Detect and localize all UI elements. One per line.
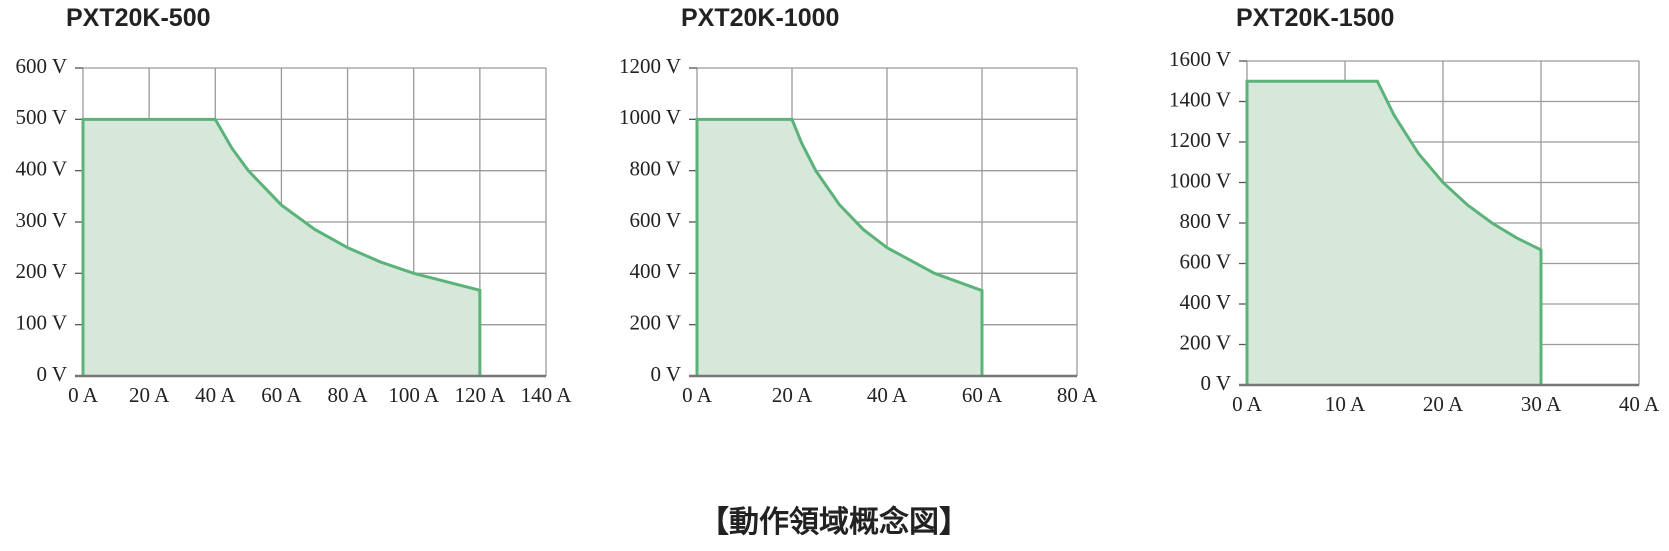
y-tick-label: 800 V [1179, 209, 1231, 233]
x-tick-label: 60 A [962, 383, 1003, 407]
y-tick-label: 0 V [650, 362, 681, 386]
y-tick-label: 100 V [15, 310, 67, 334]
chart-title: PXT20K-1500 [1236, 4, 1394, 32]
x-tick-label: 80 A [1057, 383, 1098, 407]
y-tick-label: 200 V [1179, 330, 1231, 354]
chart: PXT20K-1500 0 V 200 V 400 V 600 V 800 V 1000 V… [1169, 4, 1660, 416]
y-tick-label: 500 V [15, 105, 67, 129]
x-tick-label: 0 A [68, 383, 99, 407]
y-tick-label: 400 V [1179, 290, 1231, 314]
y-tick-label: 600 V [1179, 249, 1231, 273]
y-tick-label: 1200 V [619, 54, 681, 78]
x-tick-label: 140 A [521, 383, 573, 407]
caption: 【動作領域概念図】 [699, 505, 969, 540]
y-tick-label: 0 V [1200, 371, 1231, 395]
y-tick-label: 800 V [629, 156, 681, 180]
chart-title: PXT20K-1000 [681, 4, 839, 32]
y-tick-label: 200 V [629, 310, 681, 334]
x-tick-label: 0 A [682, 383, 713, 407]
y-tick-label: 200 V [15, 259, 67, 283]
chart: PXT20K-500 0 V 100 V 200 V 300 V 400 V 500 V 60… [15, 4, 572, 407]
y-tick-label: 300 V [15, 208, 67, 232]
x-tick-label: 10 A [1325, 392, 1366, 416]
y-tick-label: 400 V [629, 259, 681, 283]
x-tick-label: 20 A [1423, 392, 1464, 416]
y-tick-label: 600 V [629, 208, 681, 232]
y-tick-label: 0 V [36, 362, 67, 386]
chart: PXT20K-1000 0 V 200 V 400 V 600 V 800 V 1000 V… [619, 4, 1098, 407]
x-tick-label: 40 A [867, 383, 908, 407]
x-tick-label: 20 A [772, 383, 813, 407]
x-tick-label: 40 A [195, 383, 236, 407]
x-tick-label: 120 A [454, 383, 506, 407]
y-tick-label: 600 V [15, 54, 67, 78]
y-tick-label: 1000 V [619, 105, 681, 129]
y-tick-label: 1200 V [1169, 128, 1231, 152]
x-tick-label: 20 A [129, 383, 170, 407]
area-fill [1247, 81, 1541, 385]
y-tick-label: 1000 V [1169, 168, 1231, 192]
area-line [1245, 79, 1543, 385]
y-tick-label: 400 V [15, 156, 67, 180]
area-line [81, 117, 482, 376]
y-tick-label: 1400 V [1169, 87, 1231, 111]
area-fill [697, 119, 982, 376]
y-tick-label: 1600 V [1169, 47, 1231, 71]
x-tick-label: 30 A [1521, 392, 1562, 416]
x-tick-label: 100 A [388, 383, 440, 407]
x-tick-label: 0 A [1232, 392, 1263, 416]
area-line [695, 117, 984, 376]
x-tick-label: 40 A [1619, 392, 1660, 416]
area-fill [83, 119, 480, 376]
chart-title: PXT20K-500 [66, 4, 211, 32]
x-tick-label: 80 A [327, 383, 368, 407]
x-tick-label: 60 A [261, 383, 302, 407]
